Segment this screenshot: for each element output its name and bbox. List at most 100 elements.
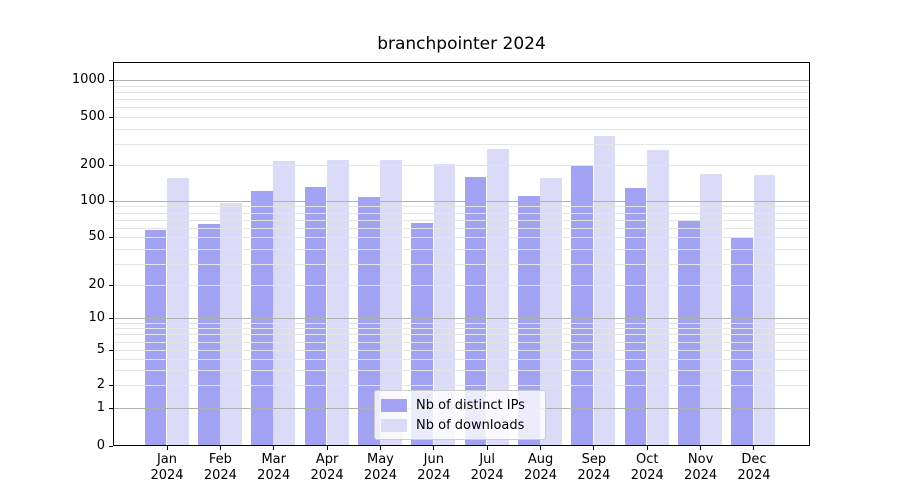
x-axis-tick-label: Apr 2024 bbox=[310, 452, 344, 483]
legend-row-downloads: Nb of downloads bbox=[381, 415, 539, 435]
y-axis-tick-label: 50 bbox=[88, 229, 105, 244]
x-tick-mark bbox=[219, 446, 221, 450]
major-gridline bbox=[113, 201, 810, 202]
y-tick-mark bbox=[109, 445, 113, 447]
minor-gridline bbox=[113, 219, 810, 221]
y-tick-mark bbox=[109, 200, 113, 202]
minor-gridline bbox=[113, 85, 810, 87]
bar-downloads bbox=[166, 177, 189, 446]
y-axis-tick-label: 0 bbox=[96, 438, 105, 453]
x-axis-tick-label: Dec 2024 bbox=[737, 452, 771, 483]
chart-title: branchpointer 2024 bbox=[377, 34, 546, 54]
bar-distinct-ips bbox=[357, 196, 380, 446]
x-tick-mark bbox=[273, 446, 275, 450]
bar-downloads bbox=[433, 163, 456, 446]
y-tick-mark bbox=[109, 384, 113, 386]
x-axis-tick-label: Sep 2024 bbox=[577, 452, 611, 483]
minor-gridline bbox=[113, 128, 810, 130]
minor-gridline bbox=[113, 369, 810, 371]
x-axis-tick-label: Nov 2024 bbox=[684, 452, 718, 483]
x-tick-mark bbox=[166, 446, 168, 450]
x-axis-tick-label: Jul 2024 bbox=[470, 452, 504, 483]
x-tick-mark bbox=[326, 446, 328, 450]
y-tick-mark bbox=[109, 116, 113, 118]
bar-downloads bbox=[273, 161, 296, 446]
minor-gridline bbox=[113, 117, 810, 118]
bar-downloads bbox=[326, 160, 349, 446]
bar-distinct-ips bbox=[518, 196, 540, 446]
y-axis-tick-label: 100 bbox=[80, 193, 105, 208]
minor-gridline bbox=[113, 341, 810, 343]
minor-gridline bbox=[113, 285, 810, 286]
y-axis-tick-label: 200 bbox=[80, 157, 105, 172]
minor-gridline bbox=[113, 350, 810, 351]
y-axis-tick-label: 500 bbox=[80, 109, 105, 124]
x-axis-tick-label: May 2024 bbox=[363, 452, 397, 483]
y-axis-tick-label: 5 bbox=[96, 342, 105, 357]
y-axis-tick-label: 1000 bbox=[71, 72, 105, 87]
y-tick-mark bbox=[109, 236, 113, 238]
bar-distinct-ips bbox=[304, 187, 327, 446]
minor-gridline bbox=[113, 385, 810, 386]
minor-gridline bbox=[113, 248, 810, 250]
bar-downloads bbox=[486, 148, 509, 446]
y-axis-tick-label: 20 bbox=[88, 277, 105, 292]
bar-distinct-ips bbox=[624, 187, 647, 446]
x-tick-mark bbox=[753, 446, 755, 450]
x-axis-tick-label: Jan 2024 bbox=[150, 452, 184, 483]
bar-downloads bbox=[593, 136, 616, 446]
bar-downloads bbox=[646, 149, 669, 446]
x-axis-tick-label: Oct 2024 bbox=[630, 452, 664, 483]
x-tick-mark bbox=[540, 446, 542, 450]
y-tick-mark bbox=[109, 349, 113, 351]
x-tick-mark bbox=[433, 446, 435, 450]
bar-downloads bbox=[380, 159, 402, 446]
minor-gridline bbox=[113, 334, 810, 336]
minor-gridline bbox=[113, 227, 810, 229]
bar-downloads bbox=[540, 178, 563, 446]
bar-downloads bbox=[220, 202, 242, 446]
minor-gridline bbox=[113, 263, 810, 265]
minor-gridline bbox=[113, 206, 810, 208]
x-tick-mark bbox=[486, 446, 488, 450]
y-tick-mark bbox=[109, 407, 113, 409]
legend-swatch-distinct-ips bbox=[381, 398, 407, 412]
minor-gridline bbox=[113, 237, 810, 238]
y-tick-mark bbox=[109, 79, 113, 81]
bar-distinct-ips bbox=[731, 237, 754, 446]
y-tick-mark bbox=[109, 164, 113, 166]
legend-swatch-downloads bbox=[381, 418, 407, 432]
minor-gridline bbox=[113, 322, 810, 324]
x-axis-tick-label: Jun 2024 bbox=[417, 452, 451, 483]
minor-gridline bbox=[113, 212, 810, 214]
y-tick-mark bbox=[109, 317, 113, 319]
bar-distinct-ips bbox=[464, 176, 487, 446]
major-gridline bbox=[113, 80, 810, 81]
minor-gridline bbox=[113, 358, 810, 360]
x-tick-mark bbox=[646, 446, 648, 450]
minor-gridline bbox=[113, 328, 810, 330]
x-tick-mark bbox=[379, 446, 381, 450]
minor-gridline bbox=[113, 143, 810, 145]
y-tick-mark bbox=[109, 284, 113, 286]
legend-row-distinct-ips: Nb of distinct IPs bbox=[381, 395, 539, 415]
y-axis-tick-label: 1 bbox=[96, 400, 105, 415]
bar-distinct-ips bbox=[144, 230, 167, 446]
legend-label-distinct-ips: Nb of distinct IPs bbox=[416, 397, 525, 413]
y-axis-tick-label: 10 bbox=[88, 310, 105, 325]
major-gridline bbox=[113, 318, 810, 319]
legend: Nb of distinct IPs Nb of downloads bbox=[374, 390, 546, 440]
bar-distinct-ips bbox=[678, 220, 700, 446]
legend-label-downloads: Nb of downloads bbox=[416, 417, 525, 433]
minor-gridline bbox=[113, 91, 810, 93]
x-tick-mark bbox=[593, 446, 595, 450]
minor-gridline bbox=[113, 99, 810, 101]
minor-gridline bbox=[113, 165, 810, 166]
bar-distinct-ips bbox=[571, 165, 594, 446]
x-axis-tick-label: Mar 2024 bbox=[257, 452, 291, 483]
x-axis-tick-label: Feb 2024 bbox=[203, 452, 237, 483]
bar-downloads bbox=[700, 174, 723, 446]
x-axis-tick-label: Aug 2024 bbox=[523, 452, 558, 483]
y-axis-tick-label: 2 bbox=[96, 377, 105, 392]
